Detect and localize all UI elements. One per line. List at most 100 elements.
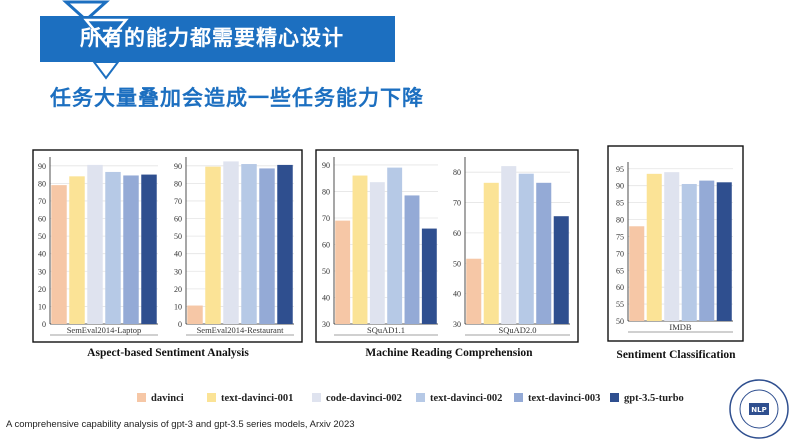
panel-frame-2 xyxy=(607,145,744,342)
legend-label: text-davinci-002 xyxy=(430,393,502,404)
y-tick-label: 95 xyxy=(616,165,624,174)
y-tick-label: 55 xyxy=(616,300,624,309)
y-tick-label: 90 xyxy=(38,162,46,171)
y-tick-label: 80 xyxy=(616,216,624,225)
y-tick-label: 80 xyxy=(38,179,46,188)
subplot-4: 50 55 60 65 70 75 80 85 90 95 IMDB xyxy=(616,162,733,333)
y-tick-label: 85 xyxy=(616,199,624,208)
y-tick-label: 0 xyxy=(42,320,46,329)
panel-frame-1 xyxy=(315,149,579,343)
legend-label: davinci xyxy=(151,393,184,404)
bar-gpt-3.5-turbo xyxy=(277,164,293,324)
x-axis-label: SemEval2014-Laptop xyxy=(67,325,142,335)
y-tick-label: 30 xyxy=(174,267,182,276)
x-axis-label: IMDB xyxy=(669,322,692,332)
y-tick-label: 30 xyxy=(38,267,46,276)
legend-label: gpt-3.5-turbo xyxy=(624,393,684,404)
y-tick-label: 50 xyxy=(174,232,182,241)
bar-text-davinci-001 xyxy=(205,166,221,324)
bar-text-davinci-003 xyxy=(123,175,139,324)
subplot-3: 30 40 50 60 70 80 SQuAD2.0 xyxy=(453,157,570,336)
bar-text-davinci-003 xyxy=(404,195,420,324)
y-tick-label: 75 xyxy=(616,232,624,241)
legend-swatch xyxy=(514,393,523,402)
bar-text-davinci-002 xyxy=(518,173,534,324)
legend-swatch xyxy=(312,393,321,402)
y-tick-label: 50 xyxy=(38,232,46,241)
bar-code-davinci-002 xyxy=(369,182,385,324)
bar-text-davinci-003 xyxy=(699,180,715,321)
y-tick-label: 40 xyxy=(322,293,330,302)
panel-frame-0 xyxy=(32,149,303,343)
bar-code-davinci-002 xyxy=(664,172,680,321)
triangle-decoration xyxy=(62,0,129,80)
bar-gpt-3.5-turbo xyxy=(141,174,157,324)
y-tick-label: 80 xyxy=(174,179,182,188)
bar-text-davinci-002 xyxy=(387,167,403,324)
legend-label: code-davinci-002 xyxy=(326,393,402,404)
y-tick-label: 10 xyxy=(38,302,46,311)
y-tick-label: 50 xyxy=(322,267,330,276)
x-axis-label: SemEval2014-Restaurant xyxy=(197,325,285,335)
y-tick-label: 70 xyxy=(453,199,461,208)
bar-text-davinci-001 xyxy=(646,173,662,321)
y-tick-label: 0 xyxy=(178,320,182,329)
y-tick-label: 30 xyxy=(322,320,330,329)
y-tick-label: 20 xyxy=(38,285,46,294)
group-title-2: Sentiment Classification xyxy=(616,349,736,361)
y-tick-label: 60 xyxy=(38,215,46,224)
y-tick-label: 40 xyxy=(453,290,461,299)
bar-gpt-3.5-turbo xyxy=(421,228,437,324)
y-tick-label: 60 xyxy=(322,240,330,249)
legend-label: text-davinci-003 xyxy=(528,393,600,404)
bar-davinci xyxy=(466,258,482,324)
y-tick-label: 70 xyxy=(322,214,330,223)
y-tick-label: 50 xyxy=(616,317,624,326)
y-tick-label: 60 xyxy=(453,229,461,238)
title-banner xyxy=(40,16,395,62)
y-tick-label: 40 xyxy=(38,250,46,259)
y-tick-label: 50 xyxy=(453,259,461,268)
bar-gpt-3.5-turbo xyxy=(553,216,569,324)
bar-text-davinci-002 xyxy=(681,183,697,321)
bar-text-davinci-001 xyxy=(69,176,85,324)
logo-center-text: NLP xyxy=(751,406,766,414)
y-tick-label: 30 xyxy=(453,320,461,329)
y-tick-label: 70 xyxy=(616,249,624,258)
y-tick-label: 60 xyxy=(616,283,624,292)
y-tick-label: 10 xyxy=(174,302,182,311)
legend-label: text-davinci-001 xyxy=(221,393,293,404)
bar-code-davinci-002 xyxy=(87,164,103,324)
y-tick-label: 65 xyxy=(616,266,624,275)
bar-code-davinci-002 xyxy=(223,161,239,324)
y-tick-label: 60 xyxy=(174,215,182,224)
y-tick-label: 40 xyxy=(174,250,182,259)
bar-davinci xyxy=(629,226,645,321)
citation: A comprehensive capability analysis of g… xyxy=(6,419,355,430)
x-axis-label: SQuAD2.0 xyxy=(498,325,536,335)
bar-text-davinci-003 xyxy=(259,168,275,324)
bar-text-davinci-001 xyxy=(352,175,368,324)
group-title-0: Aspect-based Sentiment Analysis xyxy=(87,347,249,359)
legend-swatch xyxy=(137,393,146,402)
university-logo: NLP xyxy=(729,379,789,439)
page-title: 所有的能力都需要精心设计 xyxy=(80,26,344,50)
x-axis-label: SQuAD1.1 xyxy=(367,325,405,335)
bar-davinci xyxy=(335,220,351,324)
y-tick-label: 20 xyxy=(174,285,182,294)
legend-swatch xyxy=(416,393,425,402)
bar-text-davinci-001 xyxy=(483,182,499,324)
y-tick-label: 70 xyxy=(174,197,182,206)
page-subtitle: 任务大量叠加会造成一些任务能力下降 xyxy=(50,86,424,110)
y-tick-label: 90 xyxy=(322,161,330,170)
legend-swatch xyxy=(610,393,619,402)
y-tick-label: 70 xyxy=(38,197,46,206)
bar-text-davinci-003 xyxy=(536,182,552,324)
bar-text-davinci-002 xyxy=(105,171,121,324)
bar-text-davinci-002 xyxy=(241,164,257,324)
subplot-2: 30 40 50 60 70 80 90 SQuAD1.1 xyxy=(322,157,438,336)
y-tick-label: 90 xyxy=(616,182,624,191)
bar-gpt-3.5-turbo xyxy=(716,182,732,321)
y-tick-label: 90 xyxy=(174,162,182,171)
